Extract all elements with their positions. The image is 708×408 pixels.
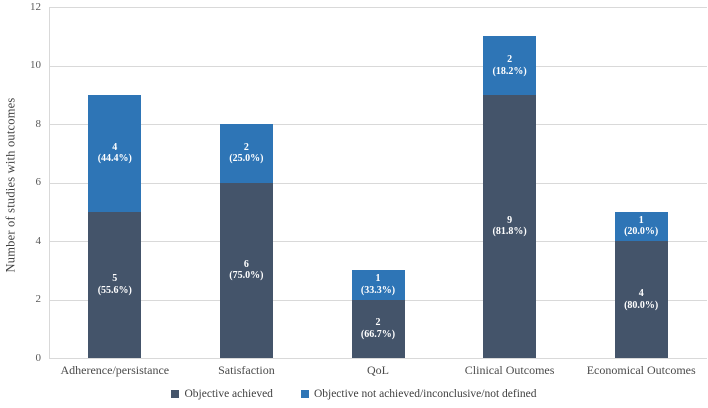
bar-segment-not-achieved: 1 (33.3%) [351,270,405,300]
bar-percent-label: (66.7%) [360,328,396,340]
y-tick-label: 12 [30,0,41,13]
gridline [49,124,707,125]
x-category-label: QoL [366,363,389,377]
y-tick-label: 6 [35,176,42,188]
bar-segment-achieved: 5 (55.6%) [88,211,142,359]
bar-segment-achieved: 4 (80.0%) [614,241,668,358]
x-category-label: Adherence/persistance [60,363,170,377]
legend-swatch-icon [171,390,180,398]
bar-segment-achieved: 6 (75.0%) [219,182,273,358]
gridline [49,7,707,8]
y-tick-label: 10 [30,59,41,71]
x-category-label: Economical Outcomes [586,363,696,377]
bar-value-label: 2 [375,317,381,329]
bar-segment-not-achieved: 1 (20.0%) [614,211,668,242]
bar-value-label: 1 [638,214,644,226]
gridline [49,241,707,242]
bar-value-label: 2 [243,141,249,153]
bar-value-label: 4 [638,288,644,299]
bar-value-label: 2 [507,54,513,66]
bar-percent-label: (44.4%) [97,153,132,165]
bar-segment-not-achieved: 4 (44.4%) [88,94,142,212]
y-tick-label: 8 [35,117,42,130]
bar-segment-achieved: 2 (66.7%) [351,299,405,358]
bar-percent-label: (20.0%) [624,226,659,238]
y-tick-label: 2 [35,293,42,305]
bar-percent-label: (75.0%) [229,270,264,282]
legend-item-achieved: Objective achieved [171,388,273,400]
bar-percent-label: (25.0%) [229,153,264,165]
bar-percent-label: (55.6%) [97,284,132,296]
x-axis-line [49,358,707,359]
bar-value-label: 9 [507,214,513,226]
x-category-label: Satisfaction [218,363,275,377]
legend: Objective achieved Objective not achieved… [0,385,708,403]
bar-segment-achieved: 9 (81.8%) [483,94,537,359]
bar-percent-label: (33.3%) [360,284,396,296]
gridline [49,182,707,184]
y-tick-label: 0 [35,351,42,364]
legend-item-not-achieved: Objective not achieved/inconclusive/not … [300,388,537,400]
bar-percent-label: (18.2%) [492,65,527,77]
bar-percent-label: (80.0%) [624,299,659,311]
legend-swatch-icon [300,390,309,398]
gridline [49,65,707,67]
bar-segment-not-achieved: 2 (25.0%) [219,124,273,183]
legend-label: Objective not achieved/inconclusive/not … [313,388,537,400]
x-category-label: Clinical Outcomes [464,363,555,377]
bar-value-label: 5 [112,273,118,285]
bar-percent-label: (81.8%) [492,226,527,238]
bar-segment-not-achieved: 2 (18.2%) [483,36,537,95]
y-tick-label: 4 [35,234,42,247]
y-axis-line [49,7,50,358]
legend-label: Objective achieved [184,388,273,400]
bar-value-label: 6 [243,258,249,270]
bar-value-label: 4 [112,141,118,153]
bar-value-label: 1 [375,273,381,285]
